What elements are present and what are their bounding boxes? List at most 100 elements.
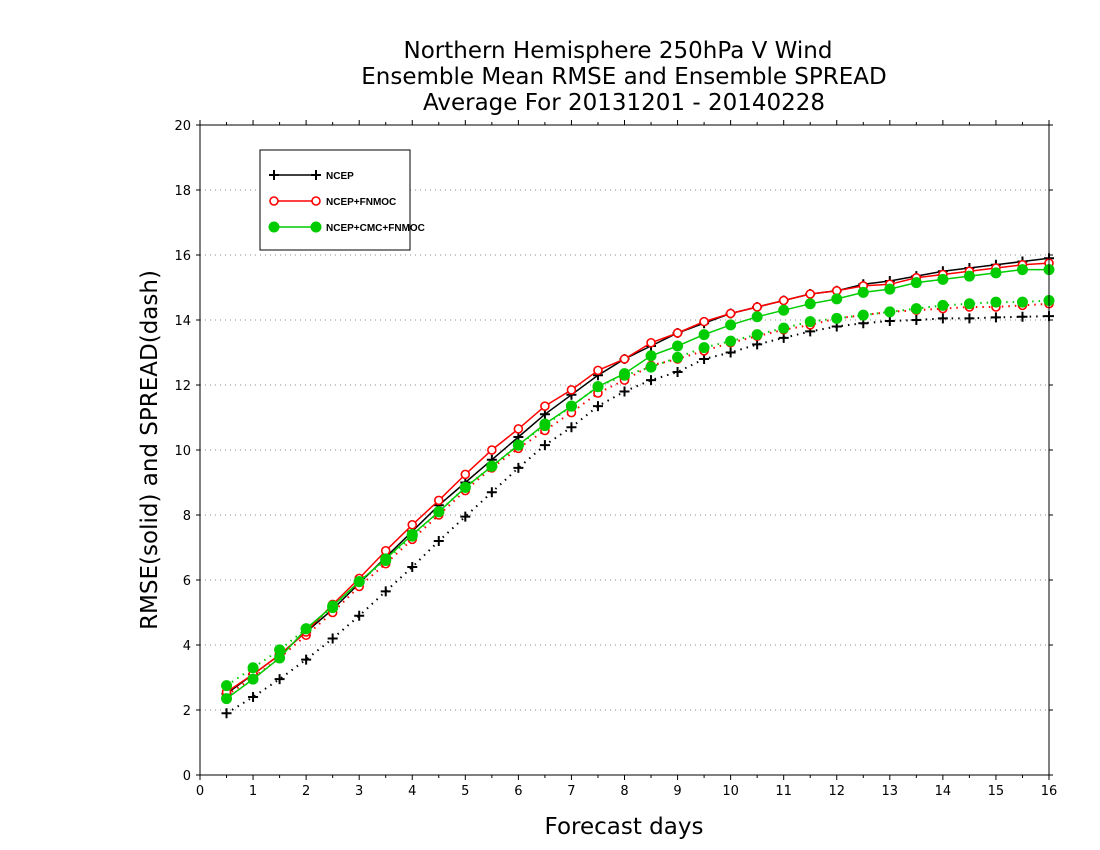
- ncep-cmc-fnmoc-spread-point: [672, 351, 684, 363]
- y-axis-label: RMSE(solid) and SPREAD(dash): [137, 270, 163, 630]
- x-tick-label: 9: [673, 784, 681, 799]
- y-tick-label: 18: [174, 184, 191, 199]
- ncep-spread-point: [327, 633, 338, 644]
- ncep-fnmoc-rmse-line: [226, 262, 1050, 693]
- ncep-cmc-fnmoc-spread-point: [778, 322, 790, 334]
- y-tick-label: 8: [183, 509, 191, 524]
- ncep-spread-point: [672, 367, 683, 377]
- ncep-cmc-fnmoc-rmse-point: [725, 319, 737, 331]
- x-tick-label: 16: [1041, 784, 1058, 799]
- ncep-spread-point: [460, 511, 471, 522]
- ncep-spread-point: [380, 586, 391, 597]
- y-tick-label: 14: [174, 314, 191, 329]
- ncep-spread-point: [964, 313, 975, 324]
- x-tick-label: 5: [461, 784, 469, 799]
- y-tick-label: 20: [174, 119, 191, 134]
- ncep-cmc-fnmoc-rmse-point: [459, 481, 471, 493]
- ncep-spread-point: [248, 692, 259, 702]
- ncep-cmc-fnmoc-spread-point: [884, 306, 896, 318]
- ncep-cmc-fnmoc-rmse-point: [433, 506, 445, 518]
- y-tick-label: 10: [174, 444, 191, 459]
- x-tick-label: 11: [775, 784, 792, 799]
- ncep-cmc-fnmoc-spread-point: [1016, 296, 1028, 308]
- ncep-cmc-fnmoc-rmse-point: [698, 329, 710, 341]
- y-tick-label: 16: [174, 249, 191, 264]
- x-tick-label: 13: [882, 784, 899, 799]
- legend-label-ncep-cmc-fnmoc: NCEP+CMC+FNMOC: [326, 223, 425, 234]
- ncep-cmc-fnmoc-spread-line: [225, 299, 1050, 687]
- ncep-cmc-fnmoc-rmse-point: [990, 267, 1002, 279]
- ncep-cmc-fnmoc-rmse-point: [937, 273, 949, 285]
- ncep-spread-point: [990, 312, 1001, 323]
- ncep-fnmoc-rmse-point: [672, 328, 683, 338]
- ncep-spread-point: [937, 313, 948, 324]
- legend-marker-ncep-cmc-fnmoc: [268, 221, 280, 233]
- legend: NCEP NCEP+FNMOC NCEP+CMC+FNMOC: [259, 149, 425, 251]
- ncep-cmc-fnmoc-rmse-point: [910, 277, 922, 289]
- ncep-cmc-fnmoc-rmse-point: [486, 460, 498, 472]
- ncep-cmc-fnmoc-rmse-point: [1016, 264, 1028, 276]
- ncep-fnmoc-rmse-point: [540, 401, 550, 411]
- y-tick-label: 0: [183, 769, 191, 784]
- ncep-spread-line: [225, 315, 1050, 715]
- ncep-cmc-fnmoc-rmse-point: [327, 600, 339, 612]
- ncep-cmc-fnmoc-rmse-point: [274, 652, 286, 664]
- x-tick-label: 1: [249, 784, 257, 799]
- ncep-fnmoc-rmse-point: [593, 365, 603, 376]
- ncep-spread-point: [513, 462, 524, 473]
- ncep-cmc-fnmoc-rmse-point: [884, 283, 896, 295]
- x-tick-label: 2: [302, 784, 310, 799]
- y-tick-label: 6: [183, 574, 191, 589]
- y-tick-label: 12: [174, 379, 191, 394]
- ncep-cmc-fnmoc-rmse-point: [353, 576, 365, 588]
- ncep-spread-point: [486, 487, 497, 498]
- ncep-spread-point: [433, 536, 444, 546]
- ncep-fnmoc-rmse-point: [805, 289, 816, 299]
- grid-lines: [200, 189, 1049, 711]
- ncep-spread-point: [301, 654, 312, 665]
- ncep-cmc-fnmoc-spread-point: [247, 662, 259, 674]
- legend-marker-ncep-cmc-fnmoc: [310, 221, 322, 233]
- ncep-cmc-fnmoc-rmse-point: [778, 304, 790, 316]
- ncep-cmc-fnmoc-rmse-point: [539, 418, 551, 430]
- ncep-fnmoc-rmse-point: [566, 385, 577, 395]
- ncep-cmc-fnmoc-spread-point: [698, 342, 710, 354]
- ncep-cmc-fnmoc-rmse-point: [619, 368, 630, 380]
- ncep-cmc-fnmoc-spread-point: [857, 309, 869, 321]
- ncep-fnmoc-rmse-point: [513, 424, 524, 434]
- ncep-spread-point: [221, 708, 232, 719]
- plot-frame: [199, 124, 1050, 776]
- ncep-cmc-fnmoc-spread-point: [751, 329, 763, 341]
- ncep-spread-point: [619, 386, 630, 397]
- ncep-cmc-fnmoc-rmse-point: [380, 553, 392, 565]
- ncep-spread-point: [911, 315, 922, 325]
- legend-box: [259, 149, 411, 251]
- y-axis-ticks: 0 2 4 6 8 10 12 14 16 18 20: [174, 119, 1053, 784]
- ncep-cmc-fnmoc-spread-point: [221, 680, 233, 692]
- ncep-cmc-fnmoc-rmse-point: [221, 693, 233, 705]
- ncep-cmc-fnmoc-spread-point: [937, 299, 949, 311]
- x-tick-label: 10: [722, 784, 739, 799]
- chart-title-line-2: Ensemble Mean RMSE and Ensemble SPREAD: [361, 64, 886, 90]
- ncep-cmc-fnmoc-rmse-point: [592, 381, 604, 393]
- ncep-cmc-fnmoc-rmse-point: [247, 673, 259, 685]
- ncep-cmc-fnmoc-rmse-point: [751, 311, 763, 323]
- legend-marker-ncep-fnmoc: [311, 196, 321, 206]
- ncep-cmc-fnmoc-rmse-point: [565, 400, 577, 412]
- ncep-spread-point: [1017, 311, 1028, 322]
- ncep-spread-point: [566, 422, 577, 433]
- x-tick-label: 7: [567, 784, 575, 799]
- x-tick-label: 15: [988, 784, 1005, 799]
- ncep-cmc-fnmoc-spread-point: [831, 312, 843, 324]
- ncep-cmc-fnmoc-spread-point: [910, 303, 922, 315]
- ncep-cmc-fnmoc-rmse-point: [645, 350, 657, 362]
- ncep-cmc-fnmoc-rmse-point: [300, 623, 312, 635]
- ncep-fnmoc-rmse-point: [619, 354, 630, 364]
- ncep-spread-point: [725, 347, 736, 358]
- ncep-spread-point: [646, 375, 657, 386]
- ncep-fnmoc-rmse-point: [487, 445, 497, 455]
- ncep-fnmoc-rmse-point: [407, 519, 418, 530]
- ncep-spread-point: [592, 401, 603, 412]
- x-tick-label: 14: [935, 784, 952, 799]
